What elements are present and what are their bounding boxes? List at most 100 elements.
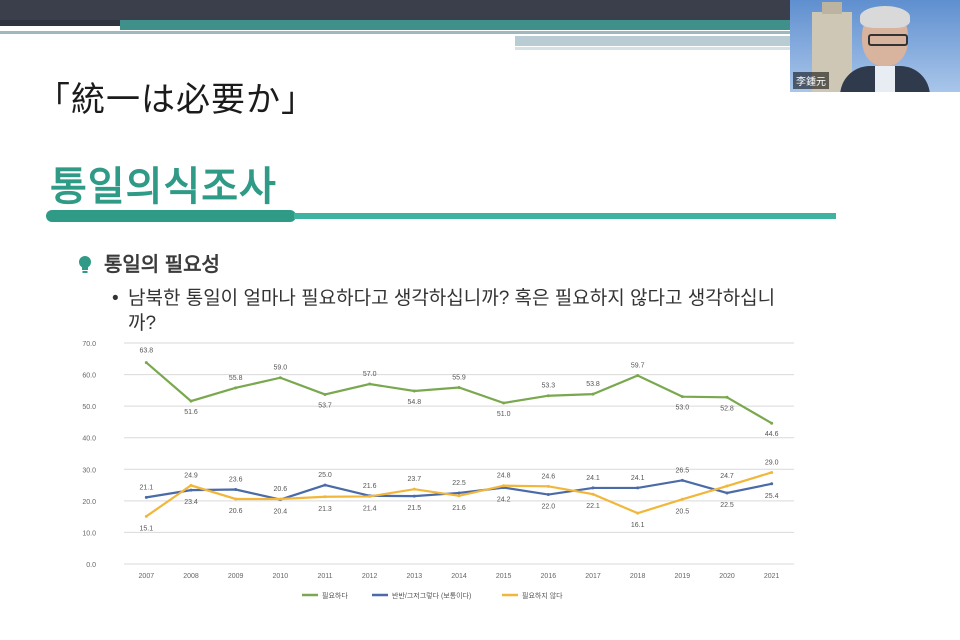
data-point	[770, 470, 774, 474]
data-label: 44.6	[765, 431, 779, 438]
data-point	[636, 486, 640, 490]
x-tick-label: 2016	[541, 573, 557, 580]
y-tick-label: 10.0	[82, 530, 96, 537]
data-point	[457, 491, 461, 495]
data-label: 55.8	[229, 375, 243, 382]
data-point	[144, 495, 148, 499]
data-label: 20.6	[229, 508, 243, 515]
data-label: 63.8	[140, 348, 154, 355]
data-point	[591, 492, 595, 496]
data-label: 24.7	[720, 473, 734, 480]
x-tick-label: 2018	[630, 573, 646, 580]
chart-gridlines	[124, 342, 794, 565]
header-band-teal	[120, 20, 790, 30]
slide-header-decoration	[0, 0, 790, 60]
data-point	[189, 488, 193, 492]
header-line-light	[0, 31, 790, 34]
data-label: 21.1	[140, 484, 154, 491]
series-line	[145, 361, 773, 425]
bullet-marker: •	[112, 288, 119, 309]
x-tick-label: 2012	[362, 573, 378, 580]
x-tick-label: 2007	[139, 573, 155, 580]
data-label: 23.6	[229, 476, 243, 483]
data-point	[546, 484, 550, 488]
data-point	[770, 421, 774, 425]
data-point	[636, 511, 640, 515]
data-label: 15.1	[140, 525, 154, 532]
data-point	[636, 374, 640, 378]
x-tick-label: 2011	[317, 573, 332, 580]
data-label: 51.0	[497, 411, 511, 418]
participant-name: 李鍾元	[793, 72, 829, 89]
chart-y-ticks: 0.0 10.0 20.0 30.0 40.0 50.0 60.0 70.0	[82, 341, 96, 569]
data-point	[680, 478, 684, 482]
data-point	[323, 495, 327, 499]
data-label: 55.9	[452, 375, 466, 382]
data-point	[546, 394, 550, 398]
data-label: 52.8	[720, 405, 734, 412]
participant-video-tile[interactable]: 李鍾元	[790, 0, 960, 92]
data-label: 59.7	[631, 363, 645, 370]
data-label: 54.8	[408, 399, 422, 406]
data-label: 24.6	[542, 473, 556, 480]
data-point	[770, 482, 774, 486]
data-point	[412, 389, 416, 393]
data-label: 25.0	[318, 472, 332, 479]
y-tick-label: 60.0	[82, 373, 96, 380]
data-label: 20.6	[274, 486, 288, 493]
data-point	[546, 493, 550, 497]
chart-legend: 필요하다 반반/그저그렇다 (보통이다) 필요하지 않다	[302, 591, 563, 600]
y-tick-label: 0.0	[86, 562, 96, 569]
data-point	[680, 395, 684, 399]
data-point	[725, 484, 729, 488]
data-label: 53.8	[586, 381, 600, 388]
data-label: 21.5	[408, 505, 422, 512]
data-label: 16.1	[631, 522, 645, 529]
data-label: 26.5	[676, 467, 690, 474]
data-label: 53.0	[676, 405, 690, 412]
x-tick-label: 2014	[451, 573, 467, 580]
data-point	[278, 497, 282, 501]
data-label: 21.6	[363, 483, 377, 490]
data-label: 23.7	[408, 476, 422, 483]
y-tick-label: 30.0	[82, 467, 96, 474]
chart-series	[144, 361, 774, 518]
chart-x-ticks: 2007 2008 2009 2010 2011 2012 2013 2014 2015 2016…	[139, 573, 780, 580]
data-label: 59.0	[274, 365, 288, 372]
data-point	[502, 401, 506, 405]
data-point	[323, 483, 327, 487]
data-label: 20.5	[676, 508, 690, 515]
right-edge-fade	[850, 92, 960, 640]
data-label: 24.2	[497, 497, 511, 504]
data-label: 24.9	[184, 472, 198, 479]
legend-label: 필요하지 않다	[522, 591, 563, 600]
data-point	[234, 487, 238, 491]
slide-title-korean: 통일의식조사	[50, 165, 277, 209]
y-tick-label: 50.0	[82, 404, 96, 411]
data-label: 29.0	[765, 459, 779, 466]
x-tick-label: 2017	[585, 573, 601, 580]
data-point	[234, 386, 238, 390]
data-label: 20.4	[274, 509, 288, 516]
data-point	[368, 382, 372, 386]
data-label: 21.3	[318, 506, 332, 513]
data-label: 22.5	[720, 502, 734, 509]
data-point	[591, 392, 595, 396]
data-point	[725, 491, 729, 495]
data-point	[725, 395, 729, 399]
data-label: 57.0	[363, 371, 377, 378]
data-point	[502, 484, 506, 488]
chart-data-labels: 63.8 51.6 55.8 59.0 53.7 57.0 54.8 55.9 51.0 53.3…	[140, 348, 779, 533]
data-label: 22.5	[452, 480, 466, 487]
data-point	[189, 483, 193, 487]
data-point	[457, 494, 461, 498]
survey-question: • 남북한 통일이 얼마나 필요하다고 생각하십니까? 혹은 필요하지 않다고 …	[112, 286, 792, 336]
data-point	[189, 399, 193, 403]
x-tick-label: 2020	[719, 573, 735, 580]
x-tick-label: 2015	[496, 573, 512, 580]
data-label: 53.3	[542, 383, 556, 390]
data-point	[457, 386, 461, 390]
section-heading: 통일의 필요성	[104, 254, 220, 276]
participant-avatar	[840, 6, 930, 92]
data-point	[278, 376, 282, 380]
